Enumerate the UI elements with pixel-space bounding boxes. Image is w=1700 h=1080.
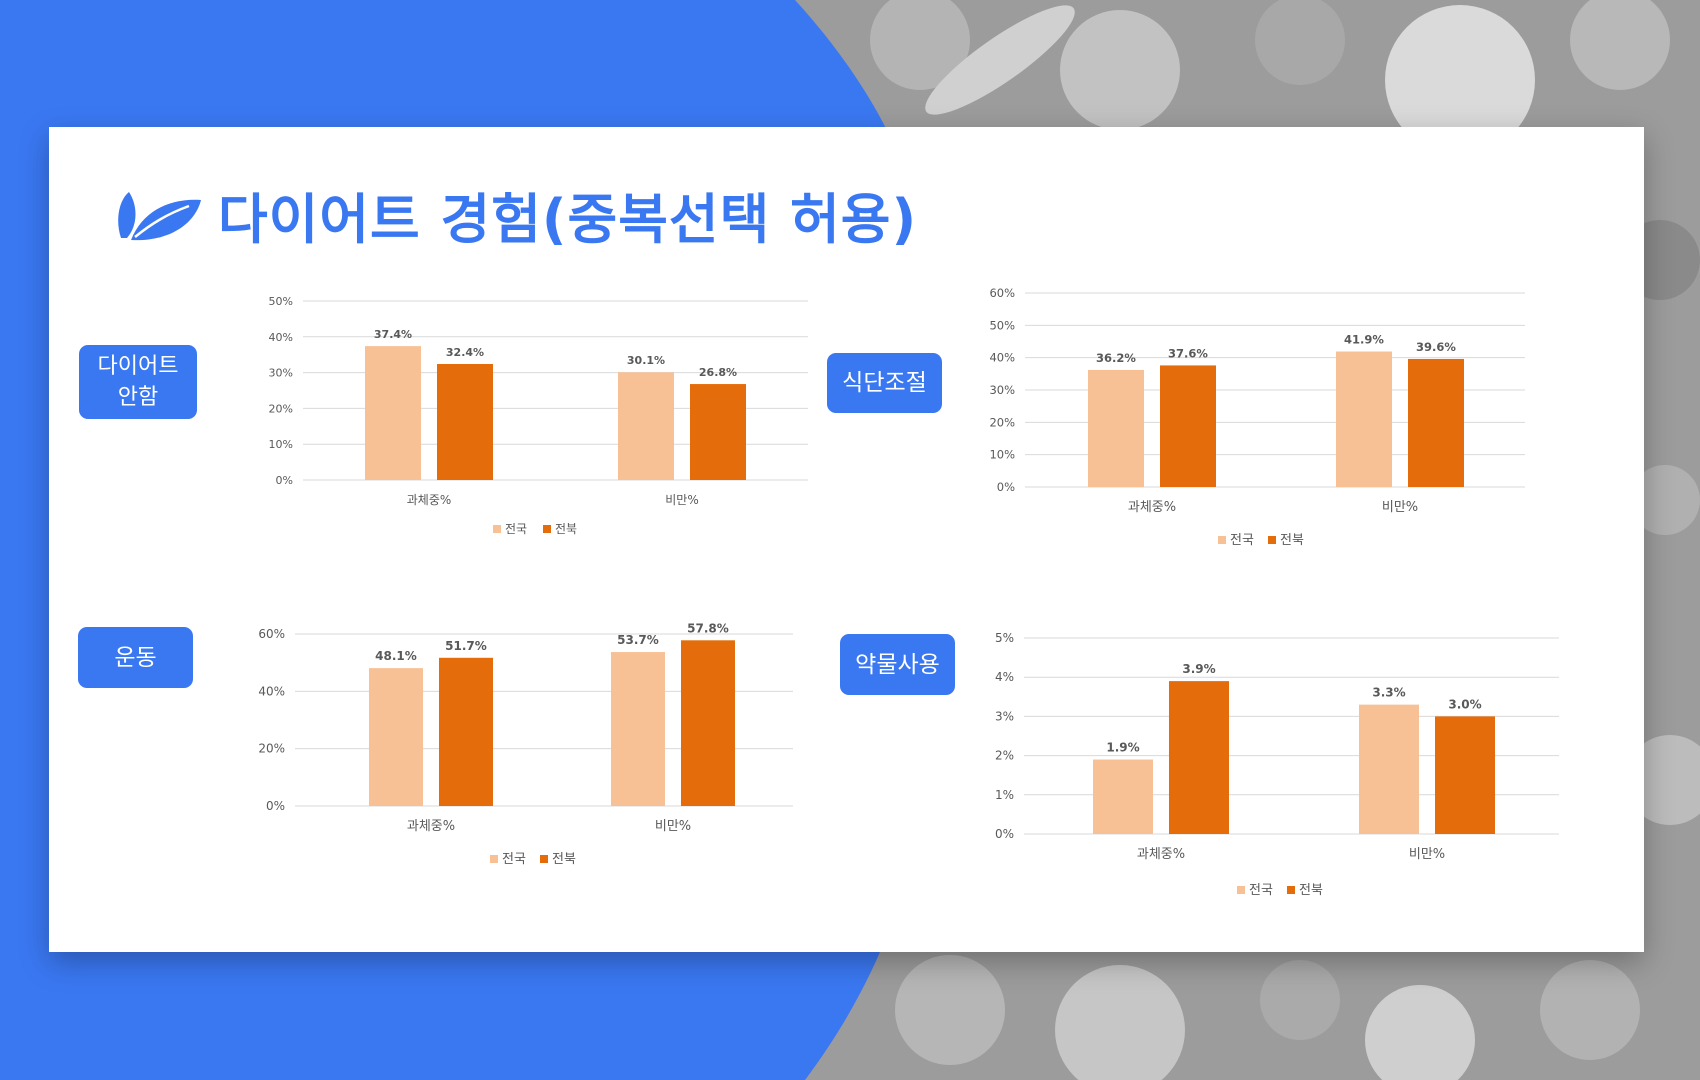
y-tick-label: 0%	[995, 827, 1014, 841]
bar-national	[365, 346, 421, 480]
y-tick-label: 50%	[269, 295, 293, 308]
data-label: 51.7%	[445, 639, 487, 653]
chart-medication: 0% 1% 2% 3% 4% 5% 1.9% 3.9% 과체중% 3.3% 3.0% 비만% 전국 전북	[977, 618, 1571, 908]
legend-swatch	[1268, 536, 1276, 544]
y-tick-label: 20%	[989, 415, 1015, 429]
chart-diet-control: 0% 10% 20% 30% 40% 50% 60% 36.2% 37.6% 과체중% 41.9% 3…	[980, 279, 1540, 556]
category-label: 비만%	[1409, 847, 1445, 862]
data-label: 37.4%	[374, 328, 412, 341]
y-tick-label: 5%	[995, 631, 1014, 645]
data-label: 37.6%	[1168, 346, 1208, 360]
chart-svg: 0% 20% 40% 60% 48.1% 51.7% 과체중% 53.7% 57.8% 비만% 전국…	[258, 621, 793, 867]
legend-swatch	[1218, 536, 1226, 544]
bar-jeonbuk	[1169, 681, 1229, 834]
data-label: 3.3%	[1372, 686, 1405, 700]
badge-diet-control: 식단조절	[827, 353, 942, 413]
chart-svg: 0% 10% 20% 30% 40% 50% 37.4% 32.4% 과체중% 30.1% 26.8…	[269, 295, 808, 536]
category-label: 과체중%	[1128, 500, 1176, 515]
y-tick-label: 10%	[269, 438, 293, 451]
badge-exercise: 운동	[78, 627, 193, 688]
badge-no-diet: 다이어트 안함	[79, 345, 197, 419]
legend-label: 전국	[505, 522, 527, 536]
legend-swatch	[540, 855, 548, 863]
y-tick-label: 1%	[995, 788, 1014, 802]
y-tick-label: 40%	[258, 684, 285, 698]
chart-svg: 0% 10% 20% 30% 40% 50% 60% 36.2% 37.6% 과체중% 41.9% 3…	[989, 286, 1525, 548]
leaf-icon	[118, 192, 201, 241]
bar-jeonbuk	[1408, 358, 1464, 487]
legend-label: 전국	[502, 852, 526, 867]
data-label: 48.1%	[375, 649, 417, 663]
category-label: 비만%	[665, 493, 698, 507]
category-label: 비만%	[655, 819, 691, 834]
data-label: 53.7%	[617, 633, 659, 647]
bar-national	[1093, 759, 1153, 834]
chart-svg: 0% 1% 2% 3% 4% 5% 1.9% 3.9% 과체중% 3.3% 3.0% 비만% 전국 전북	[995, 631, 1559, 898]
y-tick-label: 0%	[276, 474, 293, 487]
data-label: 30.1%	[627, 354, 665, 367]
category-label: 비만%	[1382, 500, 1418, 515]
y-tick-label: 60%	[989, 286, 1015, 300]
bar-national	[611, 652, 665, 806]
legend-swatch	[490, 855, 498, 863]
legend-swatch	[543, 525, 551, 533]
data-label: 39.6%	[1416, 340, 1456, 354]
data-label: 36.2%	[1096, 351, 1136, 365]
y-tick-label: 50%	[989, 318, 1015, 332]
legend-label: 전북	[552, 852, 576, 867]
y-tick-label: 20%	[258, 742, 285, 756]
bar-national	[1359, 704, 1419, 834]
legend-swatch	[493, 525, 501, 533]
data-label: 32.4%	[446, 346, 484, 359]
y-tick-label: 20%	[269, 402, 293, 415]
y-tick-label: 0%	[266, 799, 285, 813]
legend-label: 전국	[1249, 883, 1273, 898]
y-tick-label: 0%	[997, 480, 1015, 494]
data-label: 41.9%	[1344, 333, 1384, 347]
bar-national	[369, 668, 423, 806]
chart-exercise: 0% 20% 40% 60% 48.1% 51.7% 과체중% 53.7% 57.8% 비만% 전국…	[253, 614, 813, 879]
bar-national	[618, 372, 674, 480]
y-tick-label: 40%	[269, 331, 293, 344]
y-tick-label: 60%	[258, 627, 285, 641]
badge-medication: 약물사용	[840, 634, 955, 695]
data-label: 3.9%	[1182, 662, 1215, 676]
y-tick-label: 30%	[269, 367, 293, 380]
legend-label: 전북	[555, 522, 577, 536]
data-label: 57.8%	[687, 621, 729, 635]
chart-no-diet: 0% 10% 20% 30% 40% 50% 37.4% 32.4% 과체중% 30.1% 26.8…	[253, 286, 823, 546]
bar-jeonbuk	[1435, 716, 1495, 834]
y-tick-label: 4%	[995, 670, 1014, 684]
y-tick-label: 30%	[989, 383, 1015, 397]
bar-jeonbuk	[439, 657, 493, 806]
bar-national	[1088, 369, 1144, 487]
bar-jeonbuk	[437, 364, 493, 480]
legend-swatch	[1287, 886, 1295, 894]
bar-jeonbuk	[681, 640, 735, 806]
slide-title: 다이어트 경험(중복선택 허용)	[218, 188, 918, 251]
data-label: 3.0%	[1448, 697, 1481, 711]
bar-national	[1336, 351, 1392, 487]
data-label: 26.8%	[699, 366, 737, 379]
y-tick-label: 10%	[989, 448, 1015, 462]
bar-jeonbuk	[690, 384, 746, 480]
legend-label: 전북	[1280, 533, 1304, 548]
y-tick-label: 3%	[995, 709, 1014, 723]
category-label: 과체중%	[1137, 847, 1185, 862]
y-tick-label: 40%	[989, 351, 1015, 365]
y-tick-label: 2%	[995, 749, 1014, 763]
legend-label: 전북	[1299, 883, 1323, 898]
legend-swatch	[1237, 886, 1245, 894]
legend-label: 전국	[1230, 533, 1254, 548]
category-label: 과체중%	[407, 819, 455, 834]
bar-jeonbuk	[1160, 365, 1216, 487]
data-label: 1.9%	[1106, 741, 1139, 755]
category-label: 과체중%	[407, 493, 452, 507]
